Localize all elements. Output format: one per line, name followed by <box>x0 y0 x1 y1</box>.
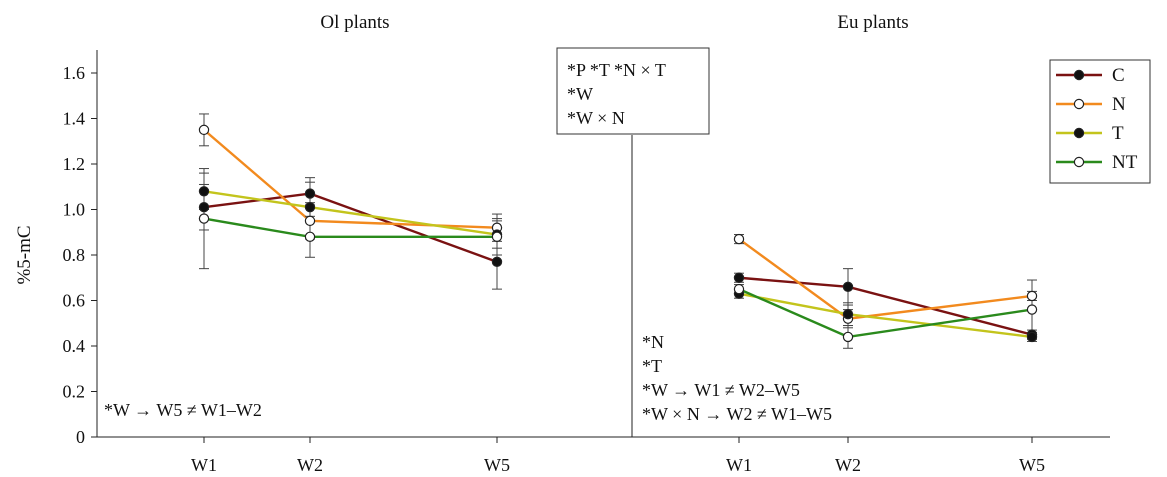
annotation: *N <box>642 332 664 352</box>
stats-box-frame <box>556 47 710 135</box>
stats-line-1: *P *T *N × T <box>567 60 666 80</box>
x-tick-label: W5 <box>484 455 510 475</box>
data-point-NT <box>304 231 316 242</box>
legend-label: T <box>1112 123 1124 144</box>
annotation: *W → W5 ≠ W1–W2 <box>104 400 262 420</box>
x-tick-label: W1 <box>191 455 217 475</box>
data-point-NT <box>842 331 854 343</box>
y-tick-label: 1.0 <box>63 200 86 220</box>
annotation: *W × N → W2 ≠ W1–W5 <box>642 404 832 424</box>
x-tick-label: W1 <box>726 455 752 475</box>
legend-marker-N <box>1073 98 1085 110</box>
axes: 0 0.2 0.4 0.6 0.8 1.0 1.2 1.4 1.6 %5-mC Ol plants W… <box>14 12 1110 475</box>
data-point-C <box>198 202 210 213</box>
legend-label: NT <box>1112 152 1138 173</box>
y-tick-label: 0.2 <box>63 382 86 402</box>
legend-marker-C <box>1073 69 1085 81</box>
stats-line-2: *W <box>567 84 593 104</box>
annotation: *W → W1 ≠ W2–W5 <box>642 380 800 400</box>
data-point-NT <box>198 213 210 224</box>
data-point-NT <box>1026 304 1038 315</box>
series-line-N <box>738 238 1033 320</box>
x-tick-label: W5 <box>1019 455 1045 475</box>
data-point-N <box>733 233 745 245</box>
data-point-N <box>198 124 210 136</box>
data-point-T <box>198 186 210 197</box>
annotation: *T <box>642 356 662 376</box>
x-tick-label: W2 <box>835 455 861 475</box>
y-tick-label: 0.8 <box>63 245 86 265</box>
data-point-C <box>733 272 745 283</box>
y-axis-label: %5-mC <box>14 225 35 284</box>
legend-marker-NT <box>1073 156 1085 168</box>
legend-marker-T <box>1073 127 1085 139</box>
data-point-N <box>304 215 316 227</box>
data-point-NT <box>491 231 503 242</box>
data-point-C <box>491 256 503 268</box>
y-tick-label: 1.6 <box>63 63 86 83</box>
data-point-N <box>1026 290 1038 302</box>
data-point-NT <box>733 283 745 295</box>
series-line-T <box>203 190 498 236</box>
data-point-T <box>304 202 316 213</box>
panel-title: Eu plants <box>837 12 908 33</box>
stats-line-3: *W × N <box>567 108 625 128</box>
data-point-T <box>842 308 854 320</box>
data-point-T <box>1026 331 1038 343</box>
panel-title: Ol plants <box>320 12 389 33</box>
series-line-C <box>738 276 1033 336</box>
y-tick-label: 1.4 <box>63 109 86 129</box>
chart-marks <box>198 113 1038 349</box>
legend-label: N <box>1112 94 1126 115</box>
y-tick-label: 0.4 <box>63 336 86 356</box>
x-tick-label: W2 <box>297 455 323 475</box>
stats-box: *P *T *N × T *W *W × N <box>556 47 710 135</box>
y-tick-label: 0.6 <box>63 291 86 311</box>
y-tick-label: 1.2 <box>63 154 86 174</box>
legend-label: C <box>1112 65 1125 86</box>
data-point-C <box>304 188 316 199</box>
data-point-C <box>842 281 854 293</box>
y-tick-label: 0 <box>76 427 85 447</box>
